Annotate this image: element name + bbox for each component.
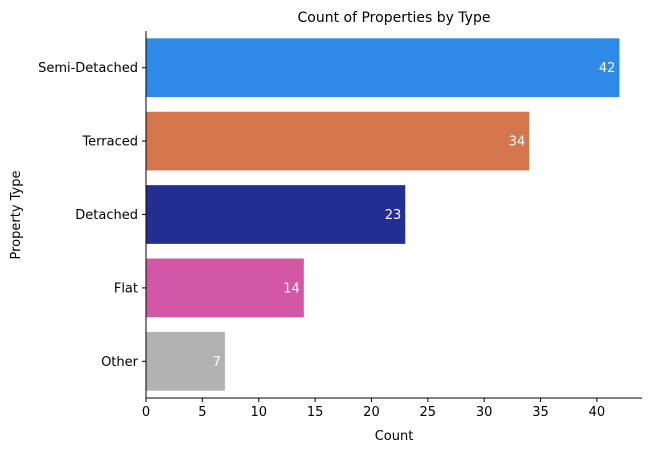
x-tick-label-20: 20	[363, 405, 380, 420]
category-label-other: Other	[101, 355, 139, 370]
x-tick-label-5: 5	[198, 405, 206, 420]
x-axis-label: Count	[375, 429, 414, 444]
category-label-terraced: Terraced	[81, 135, 138, 150]
category-label-semi-detached: Semi-Detached	[38, 61, 138, 76]
chart-title: Count of Properties by Type	[298, 10, 491, 26]
value-label-flat: 14	[283, 281, 300, 296]
bars-group	[146, 38, 620, 391]
bar-other	[146, 331, 225, 391]
category-label-flat: Flat	[114, 281, 138, 296]
x-tick-label-25: 25	[420, 405, 437, 420]
bar-flat	[146, 258, 304, 318]
x-tick-label-35: 35	[532, 405, 549, 420]
value-labels-group: 42 34 23 14 7	[213, 61, 616, 370]
value-label-terraced: 34	[509, 135, 526, 150]
x-tick-label-10: 10	[250, 405, 267, 420]
x-tick-label-40: 40	[589, 405, 606, 420]
value-label-semi-detached: 42	[599, 61, 616, 76]
bar-terraced	[146, 111, 530, 171]
y-axis-ticks: Semi-Detached Terraced Detached Flat Other	[38, 61, 146, 370]
x-tick-label-30: 30	[476, 405, 493, 420]
category-label-detached: Detached	[75, 208, 138, 223]
x-tick-label-15: 15	[307, 405, 324, 420]
bar-detached	[146, 185, 406, 244]
value-label-detached: 23	[385, 208, 402, 223]
x-tick-label-0: 0	[142, 405, 150, 420]
y-axis-label: Property Type	[9, 170, 24, 259]
value-label-other: 7	[213, 355, 221, 370]
x-axis-ticks: 0 5 10 15 20 25 30 35 40	[142, 398, 605, 420]
bar-semi-detached	[146, 38, 620, 98]
